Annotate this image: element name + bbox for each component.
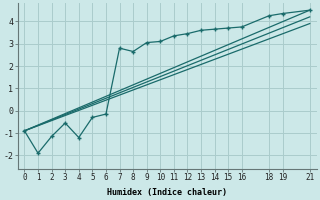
X-axis label: Humidex (Indice chaleur): Humidex (Indice chaleur)	[107, 188, 227, 197]
